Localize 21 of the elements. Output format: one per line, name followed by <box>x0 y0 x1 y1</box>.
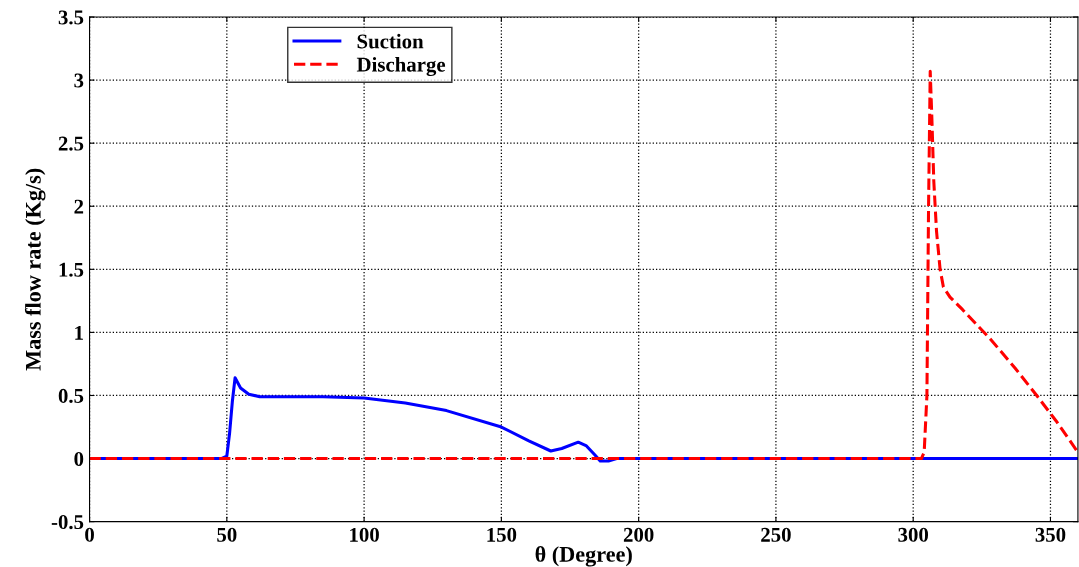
y-tick-label: 2.5 <box>58 136 84 151</box>
y-tick-label: 0 <box>74 451 84 466</box>
y-tick-label: -0.5 <box>51 515 84 530</box>
x-tick-label: 0 <box>85 527 94 542</box>
legend-label: Suction <box>357 33 424 49</box>
x-tick-label: 200 <box>623 527 654 542</box>
x-tick-label: 100 <box>350 527 379 542</box>
x-tick-label: 300 <box>898 527 929 542</box>
y-tick-label: 0.5 <box>58 388 84 404</box>
y-tick-label: 3 <box>74 73 84 88</box>
y-tick-label: 1.5 <box>59 262 84 277</box>
y-tick-label: 1 <box>75 325 83 340</box>
x-tick-label: 350 <box>1035 527 1066 542</box>
x-tick-label: 150 <box>487 527 517 542</box>
x-tick-label: 250 <box>761 527 791 542</box>
x-tick-label: 50 <box>217 527 237 542</box>
legend-label: Discharge <box>356 56 446 77</box>
x-axis-title: θ (Degree) <box>535 546 632 567</box>
y-axis-title: Mass flow rate (Kg/s) <box>24 168 46 371</box>
y-tick-label: 2 <box>74 199 84 214</box>
y-tick-label: 3.5 <box>58 10 84 25</box>
